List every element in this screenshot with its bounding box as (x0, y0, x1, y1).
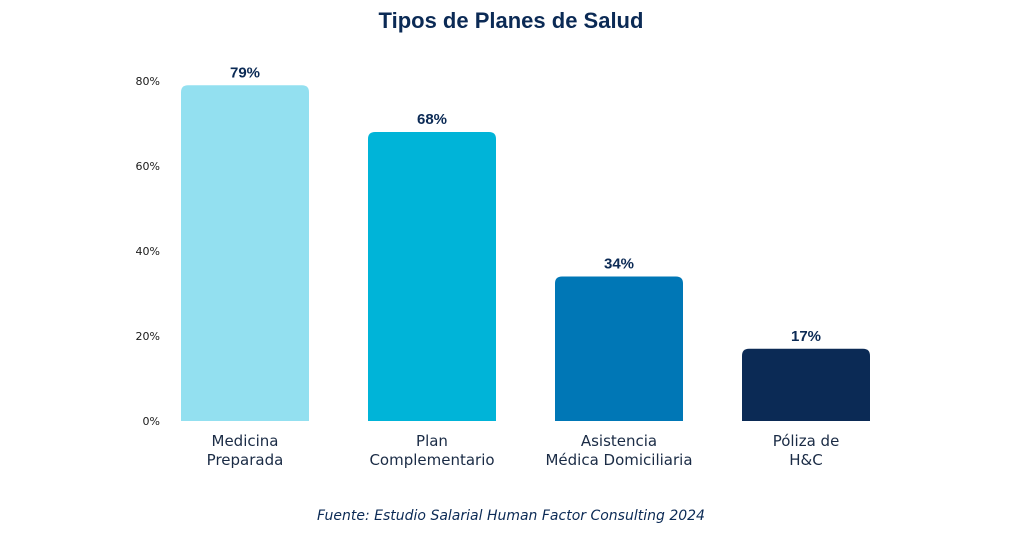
y-tick-label: 40% (136, 245, 160, 258)
bar (742, 348, 870, 421)
data-label: 34% (604, 256, 634, 273)
source-note: Fuente: Estudio Salarial Human Factor Co… (317, 508, 705, 524)
y-tick-label: 0% (143, 415, 160, 428)
x-tick-label-line: Medicina (212, 432, 279, 450)
x-tick-label-line: Médica Domiciliaria (545, 451, 692, 469)
y-tick-label: 80% (136, 75, 160, 88)
x-tick-label: Plan Complementario (369, 432, 494, 469)
y-tick-label: 60% (136, 160, 160, 173)
x-tick-label-line: Complementario (369, 451, 494, 469)
x-tick-label-line: Asistencia (581, 432, 657, 450)
x-tick-label: Medicina Preparada (207, 432, 284, 469)
x-tick-label: Asistencia Médica Domiciliaria (545, 432, 692, 469)
bar (555, 276, 683, 421)
x-tick-label-line: Preparada (207, 451, 284, 469)
bar (368, 132, 496, 421)
x-tick-label: Póliza de H&C (773, 432, 840, 469)
data-label: 68% (417, 111, 447, 128)
bar-chart: 0% 20% 40% 60% 80% 79% Medicina Preparada 68% Pla… (136, 64, 870, 469)
data-label: 17% (791, 328, 821, 345)
data-label: 79% (230, 64, 260, 81)
x-tick-label-line: Plan (416, 432, 448, 450)
chart-title: Tipos de Planes de Salud (378, 8, 644, 33)
x-tick-label-line: Póliza de (773, 432, 840, 450)
bar (181, 85, 309, 421)
x-tick-label-line: H&C (789, 451, 822, 469)
y-tick-label: 20% (136, 330, 160, 343)
